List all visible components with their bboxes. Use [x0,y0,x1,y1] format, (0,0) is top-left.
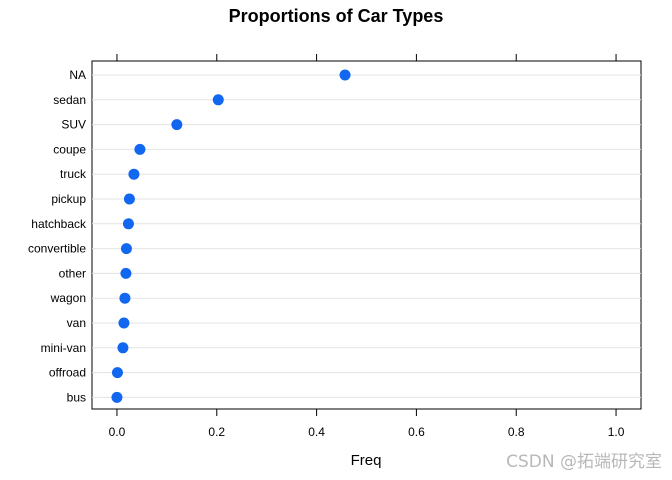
data-point [134,143,146,155]
category-label: truck [60,167,87,181]
data-point [111,367,123,379]
data-point [123,193,135,205]
data-point [117,342,129,354]
x-tick-label: 0.6 [408,425,425,439]
category-label: coupe [53,142,86,156]
gridlines [92,74,641,398]
x-tick-label: 1.0 [608,425,625,439]
category-label: bus [67,390,86,404]
category-label: convertible [28,242,86,256]
category-label: offroad [49,366,86,380]
data-point [212,94,224,106]
data-point [171,119,183,131]
chart-title: Proportions of Car Types [229,6,444,26]
data-points [111,69,351,403]
category-label: wagon [50,291,86,305]
data-point [122,218,134,230]
x-tick-label: 0.2 [208,425,225,439]
category-label: SUV [61,118,86,132]
data-point [119,292,131,304]
category-label: van [67,316,86,330]
data-point [118,317,130,329]
x-tick-labels: 0.0 0.2 0.4 0.6 0.8 1.0 [109,425,625,439]
x-tick-label: 0.0 [109,425,126,439]
category-label: other [59,266,86,280]
plot-frame [91,60,642,410]
category-label: NA [69,68,86,82]
category-labels: NA sedan SUV coupe truck pickup hatchback conve… [28,68,87,404]
data-point [111,391,123,403]
x-tick-label: 0.4 [308,425,325,439]
x-axis-label: Freq [351,452,382,469]
category-label: pickup [51,192,86,206]
category-label: hatchback [31,217,87,231]
watermark: CSDN @拓端研究室 [506,452,662,472]
x-tick-label: 0.8 [508,425,525,439]
category-label: sedan [53,93,86,107]
axis-ticks [116,54,617,416]
data-point [120,267,132,279]
data-point [128,168,140,180]
category-label: mini-van [41,341,86,355]
data-point [120,243,132,255]
data-point [339,69,351,81]
